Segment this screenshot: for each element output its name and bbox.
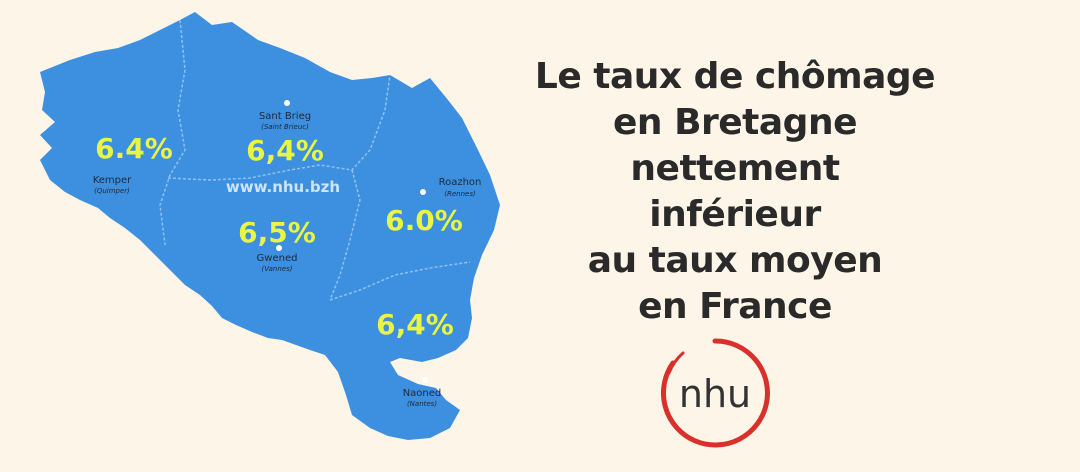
- headline-line: Le taux de chômage: [534, 56, 936, 97]
- city-alt-name: (Quimper): [94, 187, 130, 195]
- logo-ring: [661, 338, 770, 448]
- city-name: Naoned: [403, 388, 442, 399]
- headline-line: au taux moyen: [587, 240, 883, 281]
- headline-line: en Bretagne: [612, 102, 858, 143]
- brittany-landmass: [40, 12, 500, 440]
- department-borders: [159, 19, 471, 301]
- logo-ring-accent: [667, 351, 685, 375]
- city-name: Roazhon: [439, 177, 482, 188]
- headline-line: inférieur: [649, 194, 821, 235]
- headline: Le taux de chômage en Bretagne nettement…: [470, 54, 1000, 330]
- headline-line: nettement: [630, 148, 840, 189]
- watermark: www.nhu.bzh: [226, 178, 340, 196]
- city-dot: [422, 377, 428, 383]
- rate-label: 6,5%: [238, 216, 316, 249]
- rate-label: 6,4%: [376, 308, 454, 341]
- city-alt-name: (Vannes): [262, 265, 293, 273]
- city-name: Gwened: [257, 253, 298, 264]
- region-loire-atlantique: 6,4% Naoned (Nantes): [376, 308, 454, 408]
- city-alt-name: (Rennes): [444, 190, 476, 198]
- city-dot: [420, 189, 426, 195]
- region-finistere: 6.4% Kemper (Quimper): [93, 132, 173, 195]
- rate-label: 6.4%: [95, 132, 173, 165]
- nhu-logo: nhu: [661, 338, 770, 448]
- logo-text: nhu: [679, 372, 751, 416]
- region-ille-et-vilaine: Roazhon (Rennes) 6.0%: [385, 177, 481, 237]
- city-dot: [284, 100, 290, 106]
- city-alt-name: (Nantes): [407, 400, 437, 408]
- rate-label: 6.0%: [385, 204, 463, 237]
- city-alt-name: (Saint Brieuc): [261, 123, 309, 131]
- city-name: Sant Brieg: [259, 111, 311, 122]
- headline-line: en France: [638, 286, 832, 327]
- brittany-map: www.nhu.bzh 6.4% Kemper (Quimper) Sant B…: [40, 12, 500, 440]
- region-cotes-darmor: Sant Brieg (Saint Brieuc) 6,4%: [246, 100, 324, 167]
- rate-label: 6,4%: [246, 134, 324, 167]
- city-name: Kemper: [93, 175, 132, 186]
- city-dot: [276, 245, 282, 251]
- region-morbihan: 6,5% Gwened (Vannes): [238, 216, 316, 273]
